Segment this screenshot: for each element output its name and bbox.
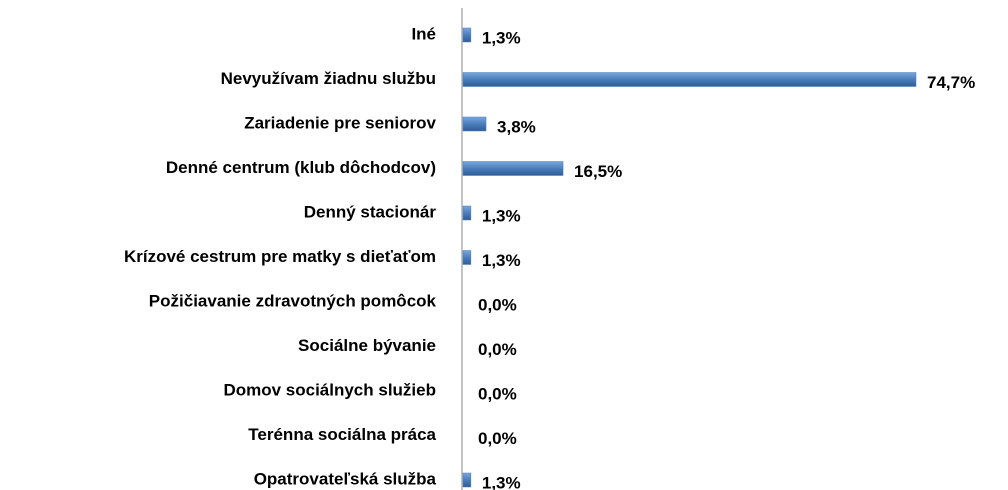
category-label: Denné centrum (klub dôchodcov)	[166, 158, 436, 177]
data-label: 0,0%	[478, 340, 517, 359]
category-label: Nevyužívam žiadnu službu	[221, 69, 436, 88]
category-label: Iné	[411, 24, 436, 43]
bar	[462, 161, 564, 176]
bar	[462, 116, 487, 132]
category-label: Krízové cestrum pre matky s dieťaťom	[124, 247, 436, 266]
data-label: 1,3%	[482, 28, 521, 47]
category-label: Sociálne bývanie	[298, 336, 436, 355]
bar	[462, 72, 917, 87]
bar	[462, 250, 472, 265]
category-label: Zariadenie pre seniorov	[244, 113, 436, 132]
data-label: 0,0%	[478, 429, 517, 448]
data-label: 0,0%	[478, 295, 517, 314]
data-label: 3,8%	[497, 117, 536, 136]
category-label: Terénna sociálna práca	[248, 425, 436, 444]
category-label: Opatrovateľská služba	[254, 469, 437, 488]
data-label: 1,3%	[482, 206, 521, 225]
category-label: Denný stacionár	[304, 202, 437, 221]
category-label: Domov sociálnych služieb	[223, 380, 436, 399]
category-label: Požičiavanie zdravotných pomôcok	[149, 291, 437, 310]
data-label: 16,5%	[574, 162, 622, 181]
bar	[462, 472, 472, 488]
bar	[462, 27, 472, 43]
data-label: 1,3%	[482, 251, 521, 270]
data-label: 1,3%	[482, 473, 521, 490]
bar	[462, 205, 472, 221]
data-label: 74,7%	[927, 73, 975, 92]
data-label: 0,0%	[478, 384, 517, 403]
